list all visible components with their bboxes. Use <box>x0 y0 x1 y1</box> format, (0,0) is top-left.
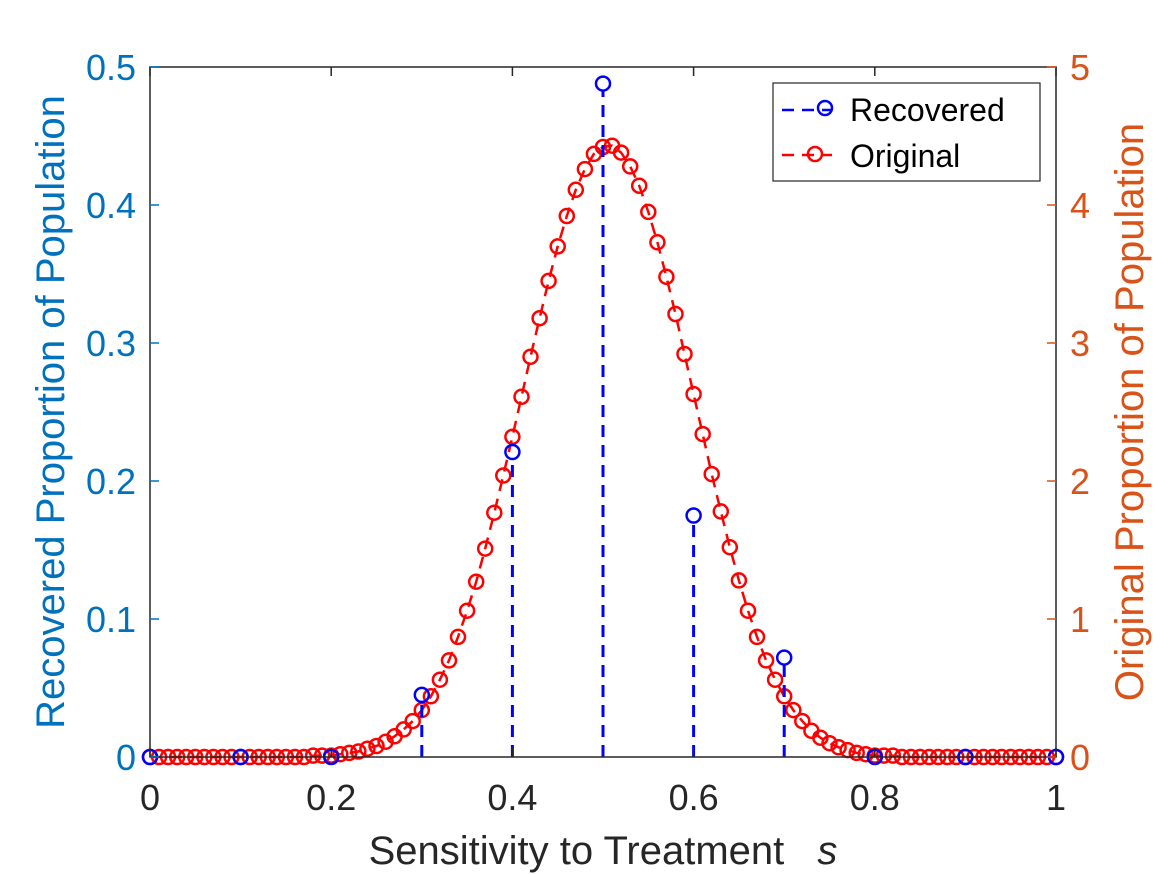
original-point <box>640 203 657 221</box>
original-point <box>449 628 467 646</box>
x-tick-label: 0.2 <box>306 777 356 818</box>
original-point <box>531 309 548 327</box>
original-point <box>830 739 847 756</box>
original-point <box>712 503 730 520</box>
plot-frame <box>149 66 1057 758</box>
original-point <box>350 743 367 760</box>
original-point <box>341 744 358 762</box>
original-point <box>422 688 440 705</box>
legend-original-label: Original <box>850 138 960 174</box>
original-point <box>757 652 775 669</box>
legend-original-marker <box>806 145 824 163</box>
original-point <box>359 740 376 757</box>
y-right-tick-label: 0 <box>1070 737 1090 778</box>
y-left-tick-label: 0 <box>116 737 136 778</box>
recovered-point <box>504 443 521 461</box>
original-point <box>486 504 503 521</box>
y-left-tick-label: 0.5 <box>86 47 136 88</box>
original-point <box>368 737 385 755</box>
y-right-tick-label: 4 <box>1070 185 1090 226</box>
legend-recovered-marker <box>816 99 834 117</box>
y-right-tick-label: 2 <box>1070 461 1090 502</box>
y-left-axis-title: Recovered Proportion of Population <box>29 95 73 729</box>
original-point <box>612 144 630 161</box>
original-point <box>440 652 458 669</box>
legend: Recovered Original <box>772 82 1041 182</box>
original-point <box>332 745 349 763</box>
original-point <box>730 572 748 589</box>
original-point <box>304 747 322 764</box>
original-point <box>522 348 539 366</box>
original-point <box>513 388 530 406</box>
x-axis-title-text: Sensitivity to Treatment <box>369 829 785 873</box>
original-point <box>676 345 693 363</box>
x-tick-label: 1 <box>1046 777 1066 818</box>
original-point <box>785 701 802 719</box>
original-point <box>766 671 784 688</box>
original-point <box>576 160 594 178</box>
original-point <box>694 425 711 443</box>
original-point <box>621 158 639 175</box>
original-point <box>558 207 576 225</box>
x-axis-title-var: s <box>817 829 837 873</box>
original-point <box>794 712 811 730</box>
legend-box <box>772 82 1041 182</box>
x-axis-title: Sensitivity to Treatment s <box>369 829 838 873</box>
x-tick-label: 0.6 <box>669 777 719 818</box>
original-point <box>721 538 739 556</box>
recovered-point <box>594 75 612 92</box>
recovered-point <box>413 686 431 704</box>
original-point <box>821 734 838 752</box>
original-point <box>703 465 720 483</box>
original-point <box>404 712 421 730</box>
original-point <box>649 234 666 251</box>
original-point <box>567 181 585 199</box>
original-point <box>658 268 675 286</box>
original-point <box>848 744 865 762</box>
original-point <box>748 628 766 646</box>
x-tick-label: 0.4 <box>487 777 537 818</box>
recovered-point <box>775 649 793 666</box>
y-right-tick-label: 5 <box>1070 47 1090 88</box>
y-left-tick-label: 0.1 <box>86 599 136 640</box>
original-point <box>630 177 648 194</box>
original-point <box>685 385 702 403</box>
y-right-tick-label: 1 <box>1070 599 1090 640</box>
y-left-tick-label: 0.3 <box>86 323 136 364</box>
y-right-tick-label: 3 <box>1070 323 1090 364</box>
original-point <box>495 467 512 484</box>
original-point <box>476 540 494 557</box>
original-point <box>313 747 331 764</box>
original-point <box>667 305 684 323</box>
y-left-tick-label: 0.2 <box>86 461 136 502</box>
original-point <box>467 573 485 590</box>
y-right-axis-title: Original Proportion of Population <box>1108 123 1152 701</box>
recovered-point <box>685 507 702 524</box>
original-point <box>875 747 893 764</box>
original-point <box>549 238 566 255</box>
original-point <box>540 272 557 290</box>
legend-recovered-label: Recovered <box>850 92 1005 128</box>
x-tick-label: 0 <box>140 777 160 818</box>
x-tick-label: 0.8 <box>850 777 900 818</box>
original-point <box>739 602 757 619</box>
original-point <box>431 671 449 688</box>
original-point <box>884 747 902 764</box>
original-point <box>857 745 874 763</box>
y-left-tick-label: 0.4 <box>86 185 136 226</box>
original-point <box>839 741 856 759</box>
original-point <box>458 602 476 619</box>
original-point <box>395 721 412 738</box>
